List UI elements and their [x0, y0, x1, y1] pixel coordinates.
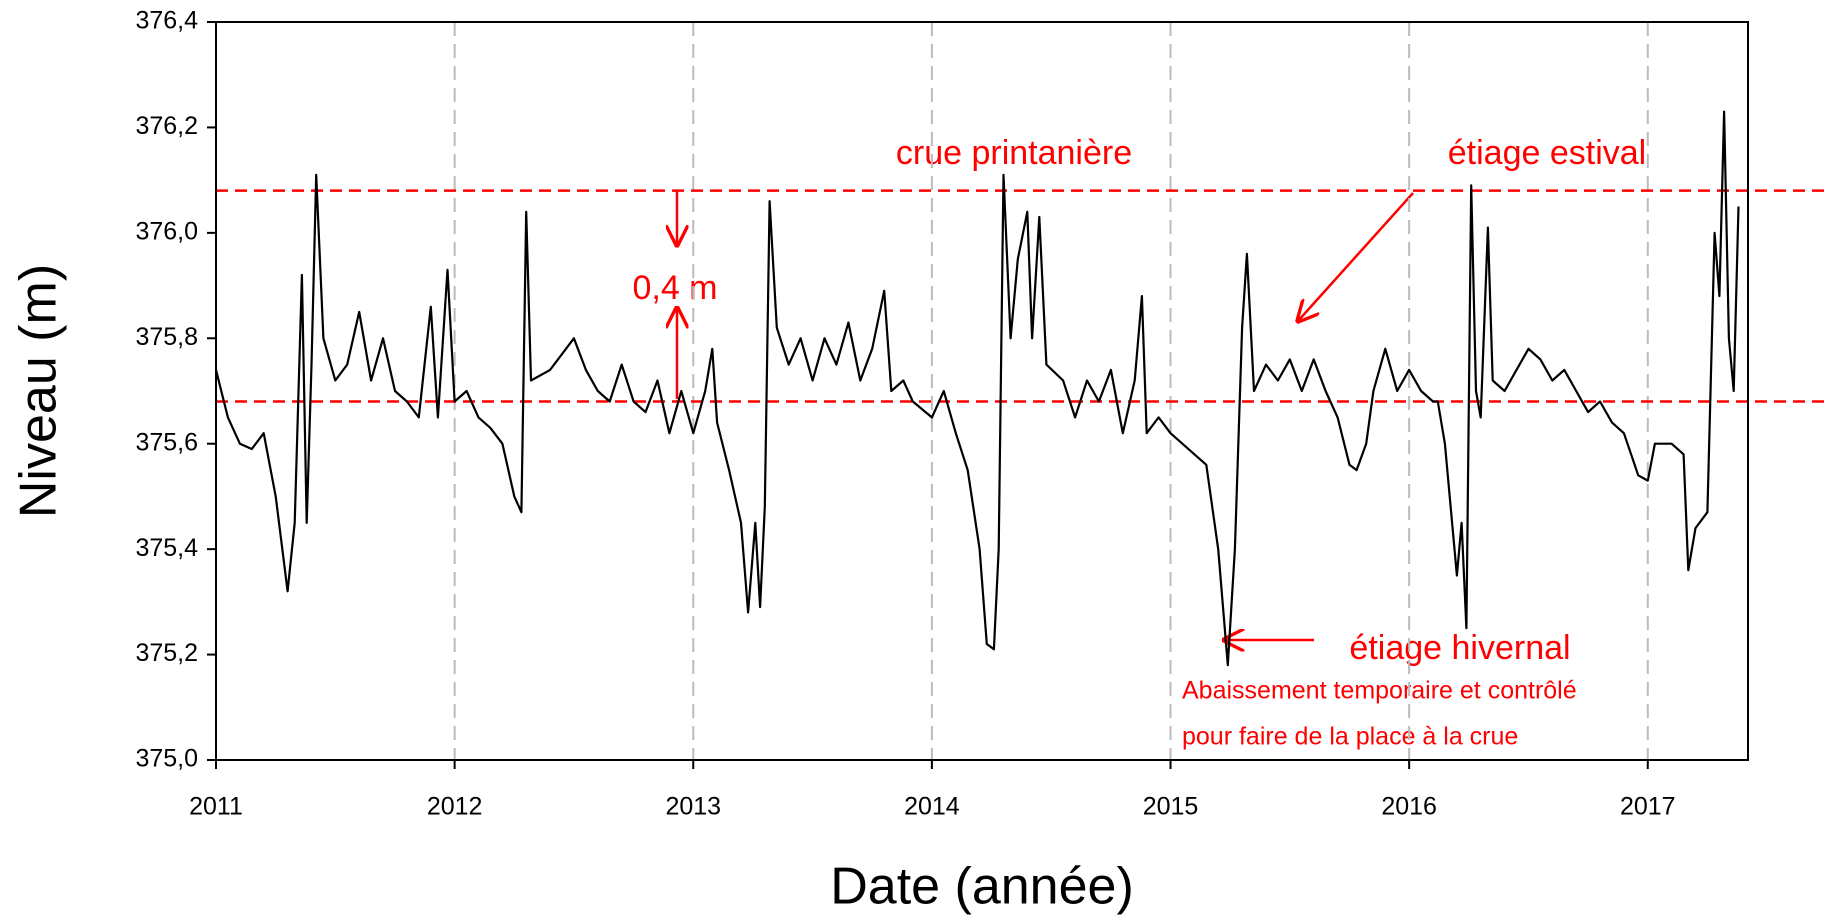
x-axis-title: Date (année) [830, 858, 1134, 916]
y-axis-title: Niveau (m) [10, 264, 68, 518]
y-tick-label: 375,2 [135, 639, 198, 667]
y-tick-label: 375,6 [135, 428, 198, 456]
plot-frame [215, 21, 1749, 761]
x-tick-label: 2015 [1143, 793, 1199, 821]
x-tick-label: 2013 [665, 793, 721, 821]
x-tick-label: 2011 [189, 793, 243, 821]
y-tick-label: 376,2 [135, 112, 198, 140]
x-tick-label: 2014 [904, 793, 960, 821]
x-tick-label: 2012 [427, 793, 483, 821]
x-tick-label: 2017 [1620, 793, 1676, 821]
annotation: étiage hivernal [1349, 629, 1570, 667]
annotation: pour faire de la place à la crue [1182, 723, 1518, 751]
y-tick-label: 375,0 [135, 745, 198, 773]
y-tick-label: 376,4 [135, 7, 198, 35]
annotation: crue printanière [896, 134, 1132, 172]
arrow [1298, 192, 1414, 321]
y-tick-label: 375,8 [135, 323, 198, 351]
annotation: Abaissement temporaire et contrôlé [1182, 677, 1577, 705]
y-tick-label: 376,0 [135, 217, 198, 245]
annotation: 0,4 m [632, 269, 717, 307]
annotation: étiage estival [1448, 134, 1646, 172]
data-line [214, 110, 1740, 667]
y-tick-label: 375,4 [135, 534, 198, 562]
x-tick-label: 2016 [1381, 793, 1437, 821]
